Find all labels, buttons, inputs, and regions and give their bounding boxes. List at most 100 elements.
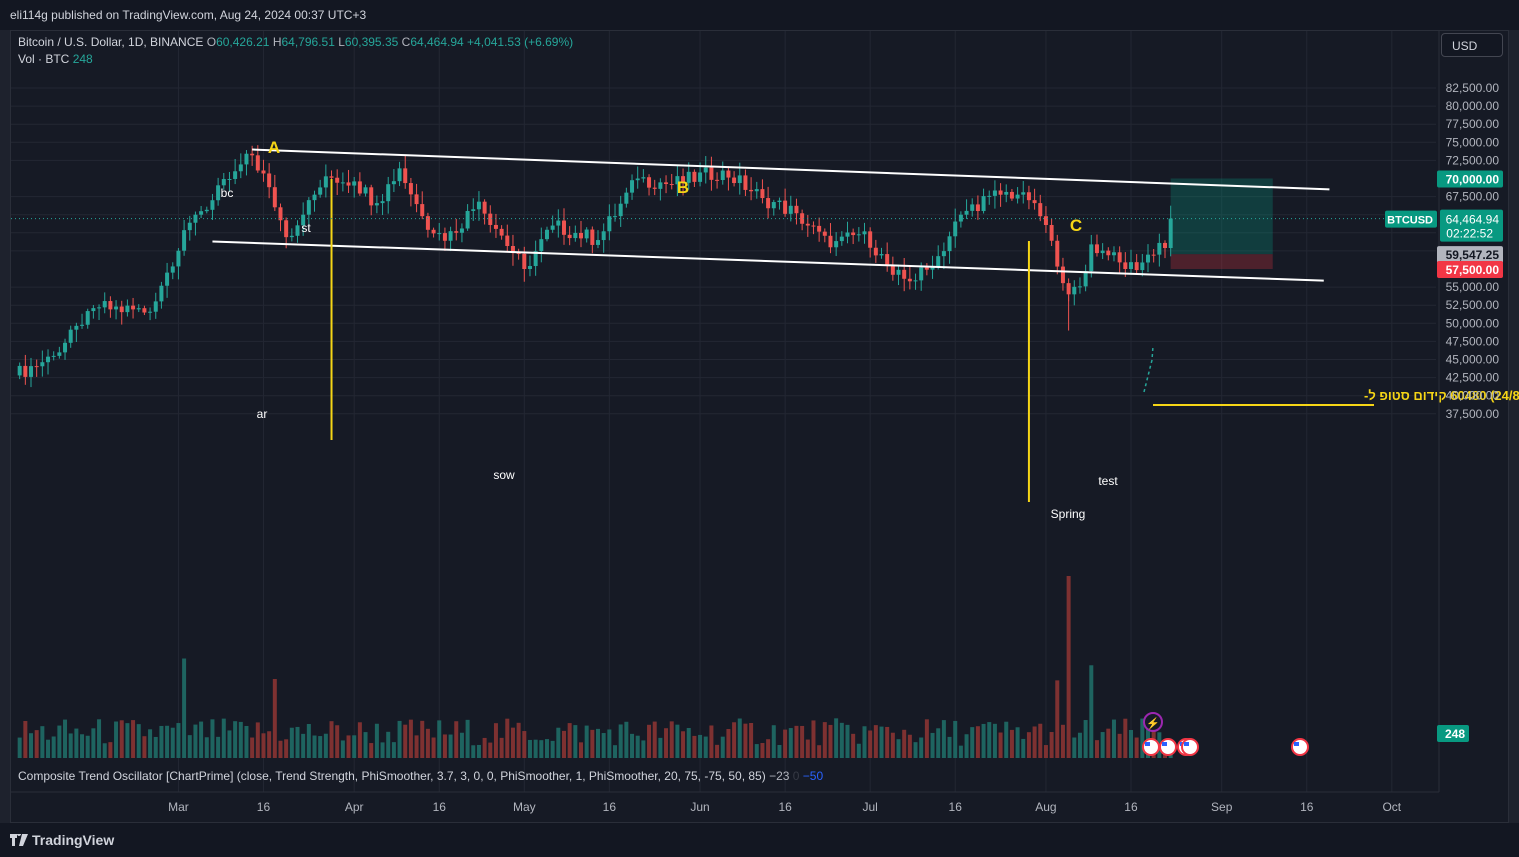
candle-body [108, 301, 113, 310]
volume-label: Vol · BTC [18, 52, 70, 66]
candle-body [953, 221, 958, 237]
time-label: Jun [690, 800, 709, 814]
currency-button[interactable]: USD [1441, 33, 1503, 57]
volume-bar [811, 720, 816, 758]
candle-body [29, 366, 34, 377]
symbol-badge-text: BTCUSD [1387, 215, 1433, 227]
price-tick-label: 67,500.00 [1446, 190, 1500, 204]
volume-bar [125, 723, 130, 758]
candle-body [596, 240, 601, 245]
volume-bar [1032, 726, 1037, 758]
candle-body [817, 225, 822, 232]
candle-body [153, 301, 158, 312]
target-zone [1170, 178, 1273, 255]
volume-bar [1026, 732, 1031, 758]
candle-body [493, 224, 498, 229]
price-tick-label: 75,000.00 [1446, 135, 1500, 149]
candle-body [80, 324, 85, 326]
volume-bar [1094, 740, 1099, 758]
volume-bar [1021, 738, 1026, 758]
candle-body [1026, 192, 1031, 201]
volume-bar [97, 719, 102, 758]
candle-body [771, 202, 776, 209]
candle-body [1134, 262, 1139, 271]
candle-body [1168, 218, 1173, 249]
trade-note-text: 55$ = (24/8) 60480 קידום סטופ ל- [1364, 388, 1519, 403]
candle-body [584, 229, 589, 239]
candle-body [114, 306, 119, 310]
candle-body [737, 175, 742, 184]
candle-body [346, 182, 351, 186]
candle-body [499, 228, 504, 236]
volume-bar [403, 724, 408, 758]
candle-body [1060, 266, 1065, 284]
volume-bar [703, 736, 708, 758]
volume-bar [216, 736, 221, 758]
candle-body [46, 356, 51, 363]
volume-bar [199, 721, 204, 758]
volume-bar [386, 731, 391, 758]
candle-body [527, 266, 532, 269]
volume-bar [981, 723, 986, 758]
volume-bar [975, 726, 980, 758]
volume-bar [363, 732, 368, 758]
time-label: Apr [345, 800, 364, 814]
volume-bar [74, 728, 79, 758]
candle-body [170, 266, 175, 273]
candle-body [533, 251, 538, 267]
volume-bar [465, 719, 470, 758]
volume-bar [777, 745, 782, 758]
volume-bar [839, 722, 844, 758]
symbol-name: Bitcoin / U.S. Dollar, 1D, BINANCE [18, 35, 204, 49]
candle-body [754, 189, 759, 192]
candle-body [856, 234, 861, 236]
tradingview-logo[interactable]: TradingView [10, 832, 114, 848]
volume-bar [658, 737, 663, 758]
volume-bar [936, 728, 941, 758]
volume-bar [1072, 737, 1077, 758]
low-label: L [338, 35, 345, 49]
volume-badge-bg [1437, 725, 1469, 742]
candle-body [119, 306, 124, 313]
flag-canton [1162, 742, 1167, 746]
indicator-legend[interactable]: Composite Trend Oscillator [ChartPrime] … [18, 769, 823, 783]
candle-body [505, 235, 510, 247]
candle-body [902, 269, 907, 279]
candle-body [777, 200, 782, 203]
volume-bar [1055, 680, 1060, 758]
us-flag-icon [1291, 738, 1309, 756]
candle-body [1100, 250, 1105, 254]
candle-body [261, 170, 266, 174]
volume-bar [414, 735, 419, 758]
candle-body [471, 209, 476, 211]
volume-bar [131, 720, 136, 758]
volume-bar [1038, 723, 1043, 758]
volume-bars [17, 576, 1173, 758]
volume-bar [170, 727, 175, 758]
price-tick-label: 37,500.00 [1446, 407, 1500, 421]
chart-frame[interactable] [10, 30, 1509, 823]
volume-bar [635, 735, 640, 758]
volume-bar [261, 733, 266, 758]
candle-body [675, 176, 680, 185]
candle-body [987, 195, 992, 197]
candle-body [318, 187, 323, 195]
volume-bar [244, 725, 249, 758]
volume-bar [352, 735, 357, 758]
volume-bar [737, 718, 742, 758]
candle-body [142, 308, 147, 313]
candle-body [630, 180, 635, 193]
candle-body [879, 254, 884, 256]
candle-body [1140, 262, 1145, 271]
volume-bar [1043, 745, 1048, 758]
volume-bar [681, 731, 686, 758]
countdown-timer: 02:22:52 [1446, 227, 1493, 241]
candle-body [306, 200, 311, 215]
volume-bar [80, 734, 85, 758]
volume-bar [442, 734, 447, 758]
candle-body [890, 265, 895, 275]
volume-bar [726, 729, 731, 758]
volume-bar [182, 658, 187, 758]
candle-body [805, 223, 810, 226]
